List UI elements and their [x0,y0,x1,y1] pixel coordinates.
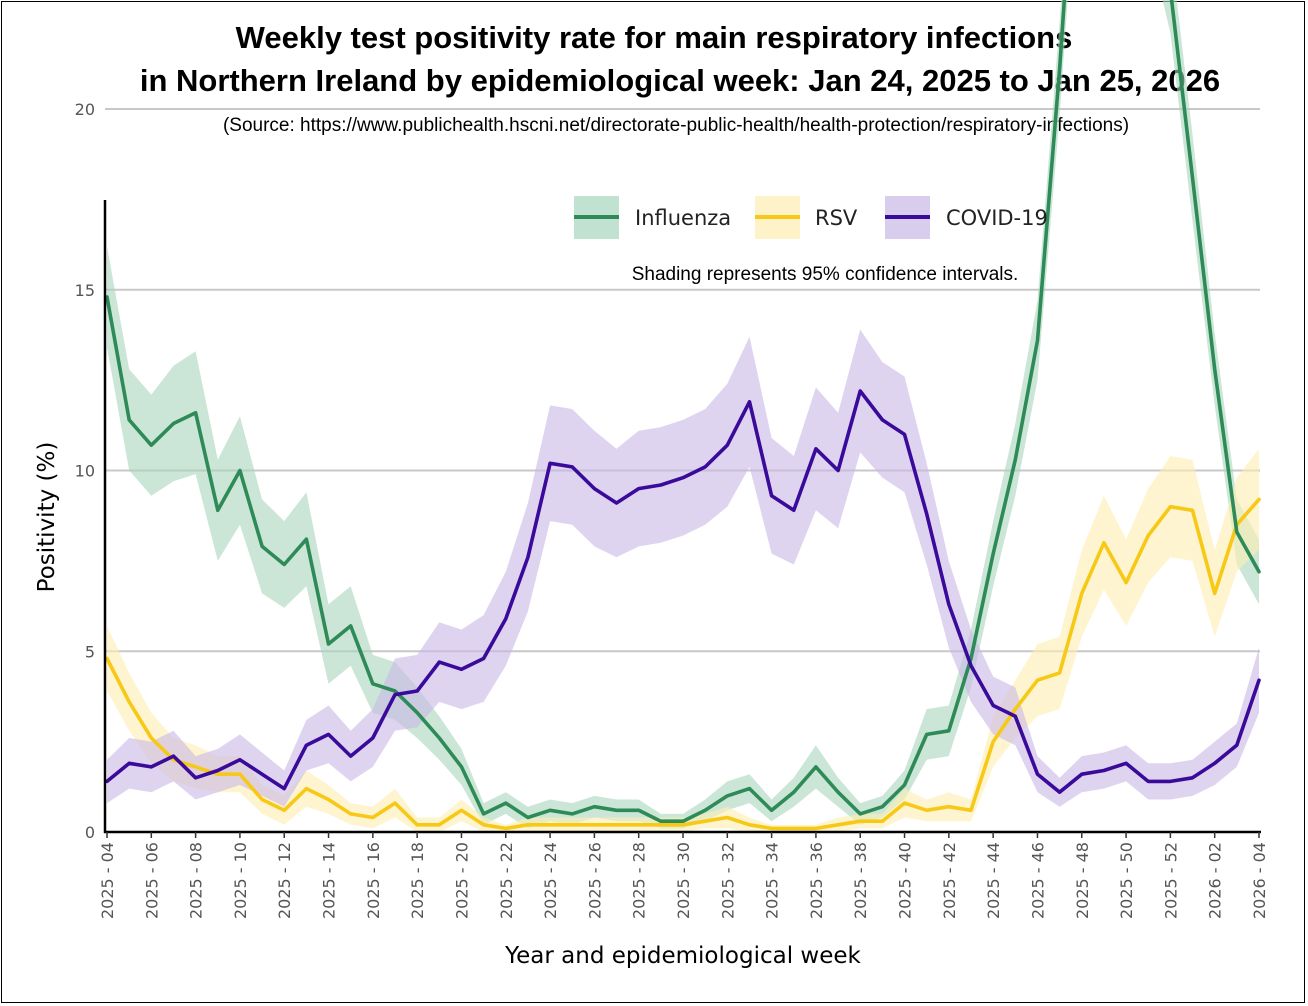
x-tick-label: 2025 - 48 [1073,842,1092,919]
x-tick-label: 2025 - 14 [320,842,339,919]
x-tick-label: 2025 - 32 [718,842,737,919]
x-tick-label: 2026 - 02 [1206,842,1225,919]
confidence-interval-note: Shading represents 95% confidence interv… [632,264,1019,285]
x-tick-label: 2025 - 06 [142,842,161,919]
legend-label: COVID-19 [946,206,1048,230]
x-tick-label: 2025 - 12 [275,842,294,919]
x-tick-label: 2025 - 34 [763,842,782,919]
legend: Influenza RSV COVID-19 [574,196,1048,239]
y-axis-title: Positivity (%) [34,442,60,593]
x-tick-label: 2025 - 36 [807,842,826,919]
chart-title-line-2: in Northern Ireland by epidemiological w… [139,63,1221,98]
legend-item-covid-19: COVID-19 [885,196,1048,239]
y-tick-labels: 051015202530 [75,100,95,842]
x-tick-label: 2025 - 40 [896,842,915,919]
x-tick-label: 2025 - 28 [630,842,649,919]
ci-band-influenza [107,0,1259,829]
y-tick-label: 20 [75,100,95,119]
confidence-bands [107,0,1259,832]
x-tick-label: 2025 - 46 [1029,842,1048,919]
legend-label: RSV [815,206,858,230]
chart-title-line-1: Weekly test positivity rate for main res… [235,20,1073,55]
x-tick-label: 2026 - 04 [1250,842,1269,919]
x-tick-labels: 2025 - 04 2025 - 06 2025 - 08 2025 - 10 2025… [98,842,1269,919]
axes [103,200,1261,838]
x-tick-label: 2025 - 08 [187,842,206,919]
source-citation: (Source: https://www.publichealth.hscni.… [222,115,1130,136]
x-tick-label: 2025 - 18 [408,842,427,919]
series-line-influenza [105,0,1261,823]
y-tick-label: 5 [85,642,95,661]
x-tick-label: 2025 - 42 [940,842,959,919]
series-line-covid-19 [105,389,1261,794]
x-axis-title: Year and epidemiological week [504,943,861,969]
series-lines [105,0,1261,831]
x-tick-label: 2025 - 30 [674,842,693,919]
y-tick-label: 10 [75,462,95,481]
x-tick-label: 2025 - 38 [851,842,870,919]
series-line-rsv [105,497,1261,831]
x-tick-label: 2025 - 24 [541,842,560,919]
x-tick-label: 2025 - 10 [231,842,250,919]
x-tick-label: 2025 - 04 [98,842,117,919]
legend-item-rsv: RSV [755,196,858,239]
legend-label: Influenza [635,206,731,230]
x-tick-label: 2025 - 20 [453,842,472,919]
x-tick-label: 2025 - 26 [585,842,604,919]
x-tick-label: 2025 - 22 [497,842,516,919]
x-tick-label: 2025 - 16 [364,842,383,919]
ci-band-covid-19 [107,329,1259,807]
x-tick-label: 2025 - 44 [984,842,1003,919]
legend-item-influenza: Influenza [574,196,731,239]
x-tick-label: 2025 - 52 [1161,842,1180,919]
y-tick-label: 15 [75,281,95,300]
y-tick-label: 0 [85,823,95,842]
x-tick-label: 2025 - 50 [1117,842,1136,919]
